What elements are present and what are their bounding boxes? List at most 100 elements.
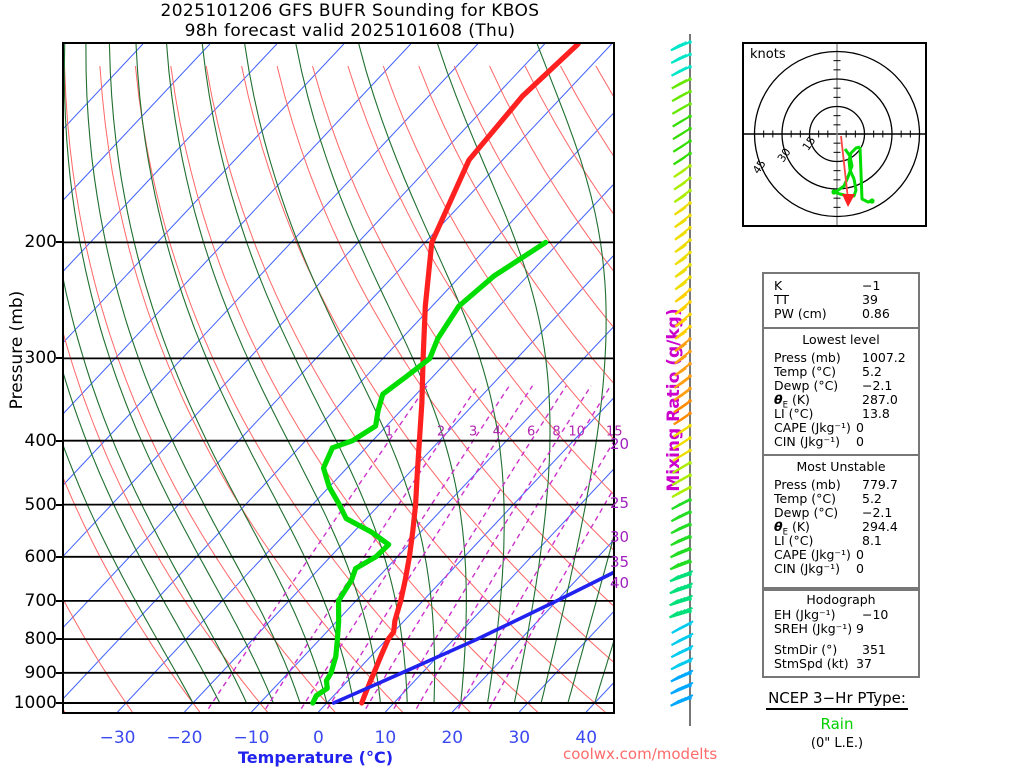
param-value: 287.0	[862, 392, 898, 407]
wind-barb	[671, 89, 692, 103]
param-key: SREH (Jkg⁻¹)	[774, 621, 853, 636]
wind-barb	[672, 423, 692, 438]
stmspd-row: StmSpd (kt) 37	[764, 657, 918, 671]
param-key: TT	[774, 292, 790, 307]
pressure-tick-label: 200	[24, 232, 57, 253]
param-value: 13.8	[862, 406, 890, 421]
wind-barb	[673, 399, 692, 414]
pressure-tick	[56, 701, 65, 704]
mixing-ratio-line	[300, 385, 510, 710]
moist-adiabat-line	[295, 44, 467, 704]
wind-barb	[673, 176, 692, 191]
page-subtitle: 98h forecast valid 2025101608 (Thu)	[184, 21, 516, 41]
param-row-pw: PW (cm) 0.86	[764, 307, 918, 321]
wind-barb	[671, 620, 694, 634]
param-key: CAPE (Jkg⁻¹)	[774, 420, 851, 435]
hodograph-parameters-panel: Hodograph EH (Jkg⁻¹) −10 SREH (Jkg⁻¹) 9 St…	[762, 589, 920, 678]
storm-motion-arrow-icon	[842, 194, 855, 207]
lowest-dewp-row: Dewp (°C) −2.1	[764, 379, 918, 393]
moist-adiabat-line	[85, 44, 301, 704]
wind-barb	[672, 461, 692, 474]
param-value: 0	[856, 561, 864, 576]
pressure-tick-label: 1000	[13, 692, 57, 713]
isotherm-line	[64, 44, 412, 414]
mixing-ratio-line	[265, 385, 479, 710]
isotherm-line	[64, 44, 479, 485]
wind-barb	[671, 77, 692, 90]
dry-adiabat-line	[347, 65, 613, 495]
pressure-tick-label: 400	[24, 430, 57, 451]
lowest-thetae-row: θE (K) 287.0	[764, 392, 918, 411]
parcel-curve	[331, 570, 613, 705]
wind-barb	[673, 151, 692, 166]
wind-barb-svg	[668, 34, 694, 726]
mixing-ratio-value-label: 15	[606, 424, 623, 440]
moist-adiabat-line	[64, 44, 274, 704]
wind-barb	[674, 361, 692, 377]
storm-motion-vector	[840, 135, 849, 200]
wind-barb	[673, 386, 692, 401]
skewt-svg	[64, 44, 613, 712]
wind-barb	[673, 411, 692, 426]
moist-adiabat-line	[108, 44, 328, 704]
pressure-tick	[56, 357, 65, 360]
temperature-tick-label: 40	[575, 728, 598, 748]
pressure-tick	[56, 638, 65, 641]
mixing-ratio-line	[415, 385, 612, 710]
param-value: 351	[862, 642, 886, 657]
param-key: Press (mb)	[774, 477, 841, 492]
mixing-ratio-value-label: 3	[468, 424, 478, 440]
param-key: θE (K)	[774, 392, 810, 411]
param-key: Press (mb)	[774, 350, 841, 365]
dry-adiabat-line	[205, 65, 606, 712]
mixing-ratio-value-label: 10	[568, 424, 585, 440]
wind-barb	[672, 436, 692, 450]
param-value: 0.86	[862, 306, 890, 321]
dry-adiabat-line	[489, 65, 613, 272]
wind-barb	[673, 188, 692, 203]
param-row-k: K −1	[764, 279, 918, 293]
mu-press-row: Press (mb) 779.7	[764, 478, 918, 492]
pressure-tick-label: 600	[24, 546, 57, 567]
param-key: Dewp (°C)	[774, 378, 839, 393]
wind-barb	[670, 64, 692, 77]
pressure-tick-label: 800	[24, 629, 57, 650]
param-key: EH (Jkg⁻¹)	[774, 607, 836, 622]
divider	[764, 454, 918, 456]
stmdir-row: StmDir (°) 351	[764, 643, 918, 657]
param-value: 9	[856, 621, 864, 636]
hodograph-endpoint	[869, 198, 875, 204]
wind-barb-panel	[660, 30, 722, 730]
wind-barb	[669, 559, 692, 571]
wind-barb	[674, 275, 692, 291]
dry-adiabat-line	[276, 65, 613, 607]
pressure-axis: 200 300 400 500 600 700 800 900 1000	[0, 42, 65, 714]
temperature-axis-title: Temperature (°C)	[238, 748, 394, 767]
param-key: LI (°C)	[774, 406, 814, 421]
ptype-title: NCEP 3−Hr PType:	[766, 689, 908, 710]
dry-adiabat-line	[524, 65, 613, 215]
hodograph-ring-label: 45	[750, 157, 769, 176]
wind-barb	[668, 606, 693, 619]
wind-barb	[670, 681, 694, 695]
param-value: −2.1	[862, 505, 893, 520]
wind-barb	[671, 632, 694, 647]
wind-barb	[670, 657, 694, 671]
moist-adiabat-line	[437, 44, 551, 704]
wind-barb	[669, 582, 694, 595]
mu-cin-row: CIN (Jkg⁻¹) 0	[764, 562, 918, 576]
dry-adiabat-line	[64, 478, 201, 712]
lowest-press-row: Press (mb) 1007.2	[764, 351, 918, 365]
moist-adiabat-line	[567, 537, 613, 704]
moist-adiabat-line	[135, 44, 355, 704]
temperature-tick-label: 0	[312, 728, 324, 748]
pressure-tick-label: 700	[24, 590, 57, 611]
dry-adiabat-line	[418, 65, 613, 384]
wind-barb	[674, 287, 692, 303]
mu-li-row: LI (°C) 8.1	[764, 534, 918, 548]
moist-adiabat-line	[201, 44, 408, 704]
ptype-value: Rain	[820, 715, 854, 733]
param-key: CIN (Jkg⁻¹)	[774, 434, 840, 449]
param-key: θE (K)	[774, 519, 810, 538]
wind-barb	[673, 201, 692, 216]
